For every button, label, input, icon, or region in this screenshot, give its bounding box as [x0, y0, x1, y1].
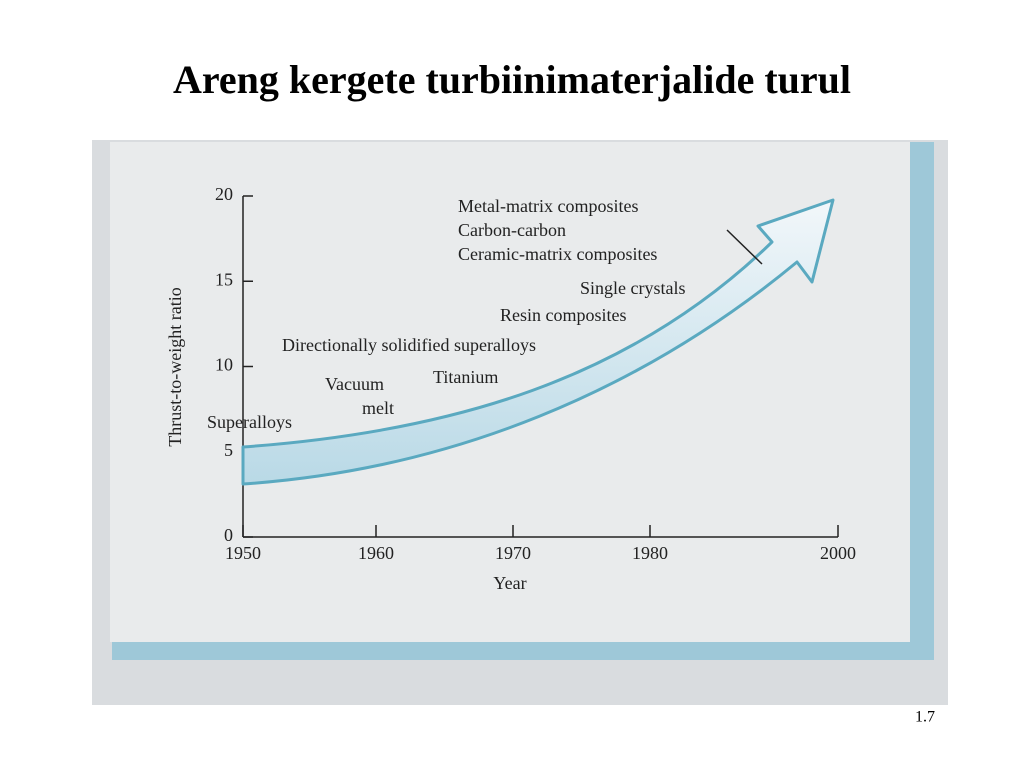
y-tick-label: 10	[215, 355, 233, 375]
annotation: Ceramic-matrix composites	[458, 244, 657, 264]
page-number: 1.7	[915, 709, 935, 726]
x-tick-label: 1970	[495, 543, 531, 563]
pointer	[726, 229, 763, 265]
annotation: melt	[362, 398, 394, 418]
annotation: Resin composites	[500, 305, 627, 325]
x-axis-label: Year	[493, 573, 526, 593]
x-tick-label: 1950	[225, 543, 261, 563]
chart: 0 5 10 15 20 1950 1960 1970 1980 2000 Year Thrust-t…	[165, 184, 856, 593]
annotation: Carbon-carbon	[458, 220, 566, 240]
y-tick-label: 0	[224, 525, 233, 545]
annotation: Titanium	[433, 367, 498, 387]
y-tick-label: 20	[215, 184, 233, 204]
trend-arrow	[241, 198, 835, 486]
y-axis-label: Thrust-to-weight ratio	[165, 287, 185, 446]
annotation: Metal-matrix composites	[458, 196, 638, 216]
annotation: Directionally solidified superalloys	[282, 335, 536, 355]
x-tick-label: 1980	[632, 543, 668, 563]
x-tick-label: 2000	[820, 543, 856, 563]
annotation: Vacuum	[325, 374, 384, 394]
slide-title: Areng kergete turbiinimaterjalide turul	[173, 57, 851, 102]
annotation: Single crystals	[580, 278, 686, 298]
y-tick-label: 15	[215, 269, 233, 289]
y-tick-label: 5	[224, 440, 233, 460]
annotation: Superalloys	[207, 412, 292, 432]
x-tick-label: 1960	[358, 543, 394, 563]
